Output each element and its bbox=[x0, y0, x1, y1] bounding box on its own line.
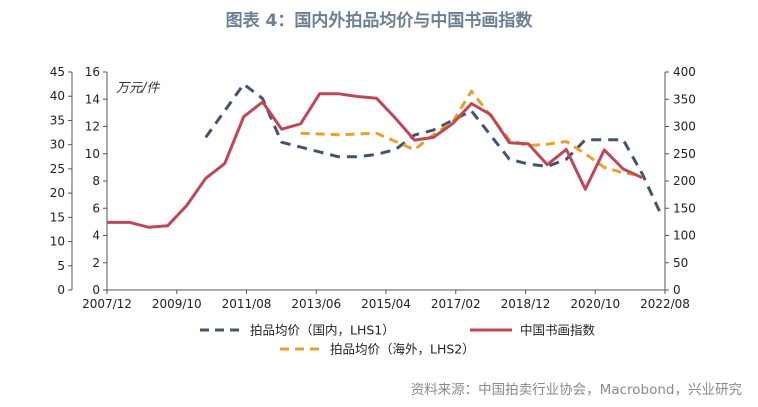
x-tick-label: 2017/02 bbox=[431, 297, 481, 311]
series-line-lhs1 bbox=[204, 82, 663, 216]
rhs-tick-label: 400 bbox=[673, 65, 696, 79]
lhs2-tick-label: 12 bbox=[85, 120, 100, 134]
rhs-tick-label: 100 bbox=[673, 229, 696, 243]
lhs1-tick-label: 0 bbox=[57, 283, 65, 297]
lhs2-tick-label: 0 bbox=[92, 283, 100, 297]
x-tick-label: 2011/08 bbox=[222, 297, 272, 311]
x-tick-label: 2022/08 bbox=[640, 297, 690, 311]
unit-label: 万元/件 bbox=[116, 81, 160, 96]
legend-label: 中国书画指数 bbox=[520, 323, 596, 338]
lhs1-tick-label: 45 bbox=[50, 65, 65, 79]
x-tick-label: 2018/12 bbox=[501, 297, 551, 311]
x-tick-label: 2015/04 bbox=[361, 297, 411, 311]
lhs1-tick-label: 20 bbox=[50, 186, 65, 200]
chart-series bbox=[107, 82, 663, 229]
lhs2-tick-label: 16 bbox=[85, 65, 100, 79]
source-note: 资料来源：中国拍卖行业协会，Macrobond，兴业研究 bbox=[410, 382, 742, 398]
rhs-tick-label: 0 bbox=[673, 283, 681, 297]
lhs2-tick-label: 6 bbox=[92, 201, 100, 215]
lhs1-tick-label: 10 bbox=[50, 235, 65, 249]
lhs2-tick-label: 14 bbox=[85, 92, 100, 106]
rhs-tick-label: 150 bbox=[673, 201, 696, 215]
lhs2-tick-label: 2 bbox=[92, 256, 100, 270]
x-tick-label: 2020/10 bbox=[570, 297, 620, 311]
x-tick-label: 2007/12 bbox=[82, 297, 132, 311]
lhs1-tick-label: 25 bbox=[50, 162, 65, 176]
x-tick-label: 2013/06 bbox=[291, 297, 341, 311]
lhs2-tick-label: 4 bbox=[92, 229, 100, 243]
chart-title: 图表 4：国内外拍品均价与中国书画指数 bbox=[225, 11, 533, 31]
lhs1-tick-label: 40 bbox=[50, 89, 65, 103]
rhs-tick-label: 250 bbox=[673, 147, 696, 161]
lhs1-tick-label: 15 bbox=[50, 210, 65, 224]
lhs1-tick-label: 5 bbox=[57, 259, 65, 273]
series-line-rhs bbox=[107, 92, 643, 229]
lhs2-tick-label: 10 bbox=[85, 147, 100, 161]
legend-label: 拍品均价（海外，LHS2） bbox=[330, 342, 475, 357]
legend-label: 拍品均价（国内，LHS1） bbox=[250, 323, 395, 338]
lhs1-tick-label: 30 bbox=[50, 138, 65, 152]
chart-axes: 0 5 10 15 20 25 30 35 40 45 0 2 4 6 8 10 12 14 16 0 50 100 150… bbox=[50, 65, 696, 311]
lhs1-tick-label: 35 bbox=[50, 113, 65, 127]
x-tick-label: 2009/10 bbox=[152, 297, 202, 311]
lhs2-tick-label: 8 bbox=[92, 174, 100, 188]
rhs-tick-label: 200 bbox=[673, 174, 696, 188]
rhs-tick-label: 300 bbox=[673, 120, 696, 134]
rhs-tick-label: 350 bbox=[673, 92, 696, 106]
rhs-tick-label: 50 bbox=[673, 256, 688, 270]
